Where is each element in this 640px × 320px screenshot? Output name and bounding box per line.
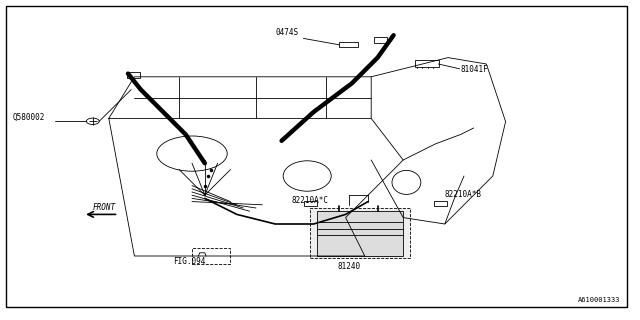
Text: 81041F: 81041F (461, 65, 488, 74)
Text: Q580002: Q580002 (13, 113, 45, 122)
Text: 81240: 81240 (337, 262, 360, 271)
Text: 82210A*C: 82210A*C (291, 196, 328, 205)
Text: FRONT: FRONT (93, 203, 116, 212)
Bar (434, 201, 447, 206)
Bar (374, 37, 387, 43)
Text: 82210A*B: 82210A*B (445, 190, 482, 199)
FancyBboxPatch shape (310, 208, 410, 258)
Bar (304, 201, 317, 206)
Bar (127, 72, 140, 78)
Text: 0474S: 0474S (275, 28, 298, 37)
Bar (317, 211, 403, 256)
Bar (415, 60, 439, 67)
Text: A610001333: A610001333 (579, 297, 621, 303)
FancyBboxPatch shape (192, 248, 230, 264)
Text: FIG.094: FIG.094 (173, 257, 205, 266)
Bar (339, 42, 358, 47)
